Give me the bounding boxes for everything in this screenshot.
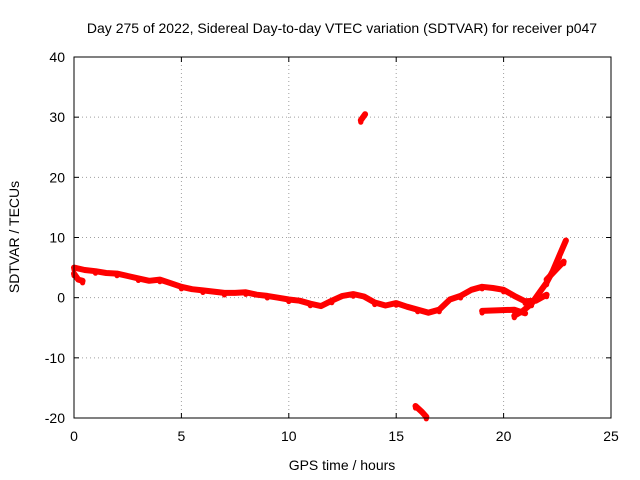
x-tick-label: 0 xyxy=(70,428,78,444)
data-point xyxy=(479,310,485,316)
x-tick-label: 20 xyxy=(496,428,512,444)
data-point xyxy=(178,286,184,292)
y-tick-label: 30 xyxy=(49,109,65,125)
axis-ticks: 0 5 10 15 20 25 -20 -10 0 10 20 30 40 xyxy=(45,49,619,444)
data-point xyxy=(80,280,86,286)
data-point xyxy=(307,303,313,309)
x-axis-label: GPS time / hours xyxy=(289,457,396,473)
y-tick-label: -20 xyxy=(45,410,65,426)
data-point xyxy=(423,416,429,422)
y-tick-label: -10 xyxy=(45,350,65,366)
data-point xyxy=(329,300,335,306)
x-tick-label: 5 xyxy=(178,428,186,444)
data-point xyxy=(544,279,550,285)
data-point xyxy=(544,294,550,300)
y-tick-label: 10 xyxy=(49,230,65,246)
data-series xyxy=(71,111,569,422)
y-axis-label: SDTVAR / TECUs xyxy=(6,181,22,293)
data-point xyxy=(528,303,535,309)
grid xyxy=(74,57,611,418)
data-point xyxy=(358,119,364,125)
y-tick-label: 0 xyxy=(57,290,65,306)
data-point xyxy=(412,405,419,411)
data-point xyxy=(114,273,120,279)
data-point xyxy=(157,279,163,285)
x-tick-label: 15 xyxy=(388,428,404,444)
data-point xyxy=(479,286,485,292)
data-trace xyxy=(511,237,569,319)
x-tick-label: 25 xyxy=(603,428,619,444)
data-point xyxy=(350,293,356,299)
data-point xyxy=(511,315,517,321)
data-point xyxy=(372,301,378,308)
y-tick-label: 40 xyxy=(49,49,65,65)
data-point xyxy=(286,298,292,305)
data-point xyxy=(458,295,464,301)
x-tick-label: 10 xyxy=(281,428,297,444)
y-tick-label: 20 xyxy=(49,169,65,185)
data-point xyxy=(501,289,507,295)
data-point xyxy=(393,302,399,308)
data-point xyxy=(561,261,567,267)
data-point xyxy=(200,289,206,295)
data-point xyxy=(221,292,227,298)
data-point xyxy=(415,309,421,315)
chart-title: Day 275 of 2022, Sidereal Day-to-day VTE… xyxy=(87,20,597,36)
data-trace xyxy=(357,111,369,124)
data-point xyxy=(135,277,141,283)
data-point xyxy=(556,254,563,261)
data-point xyxy=(264,295,270,301)
data-trace xyxy=(543,258,567,283)
data-point xyxy=(92,270,99,276)
data-point xyxy=(243,291,249,297)
data-point xyxy=(436,309,442,315)
